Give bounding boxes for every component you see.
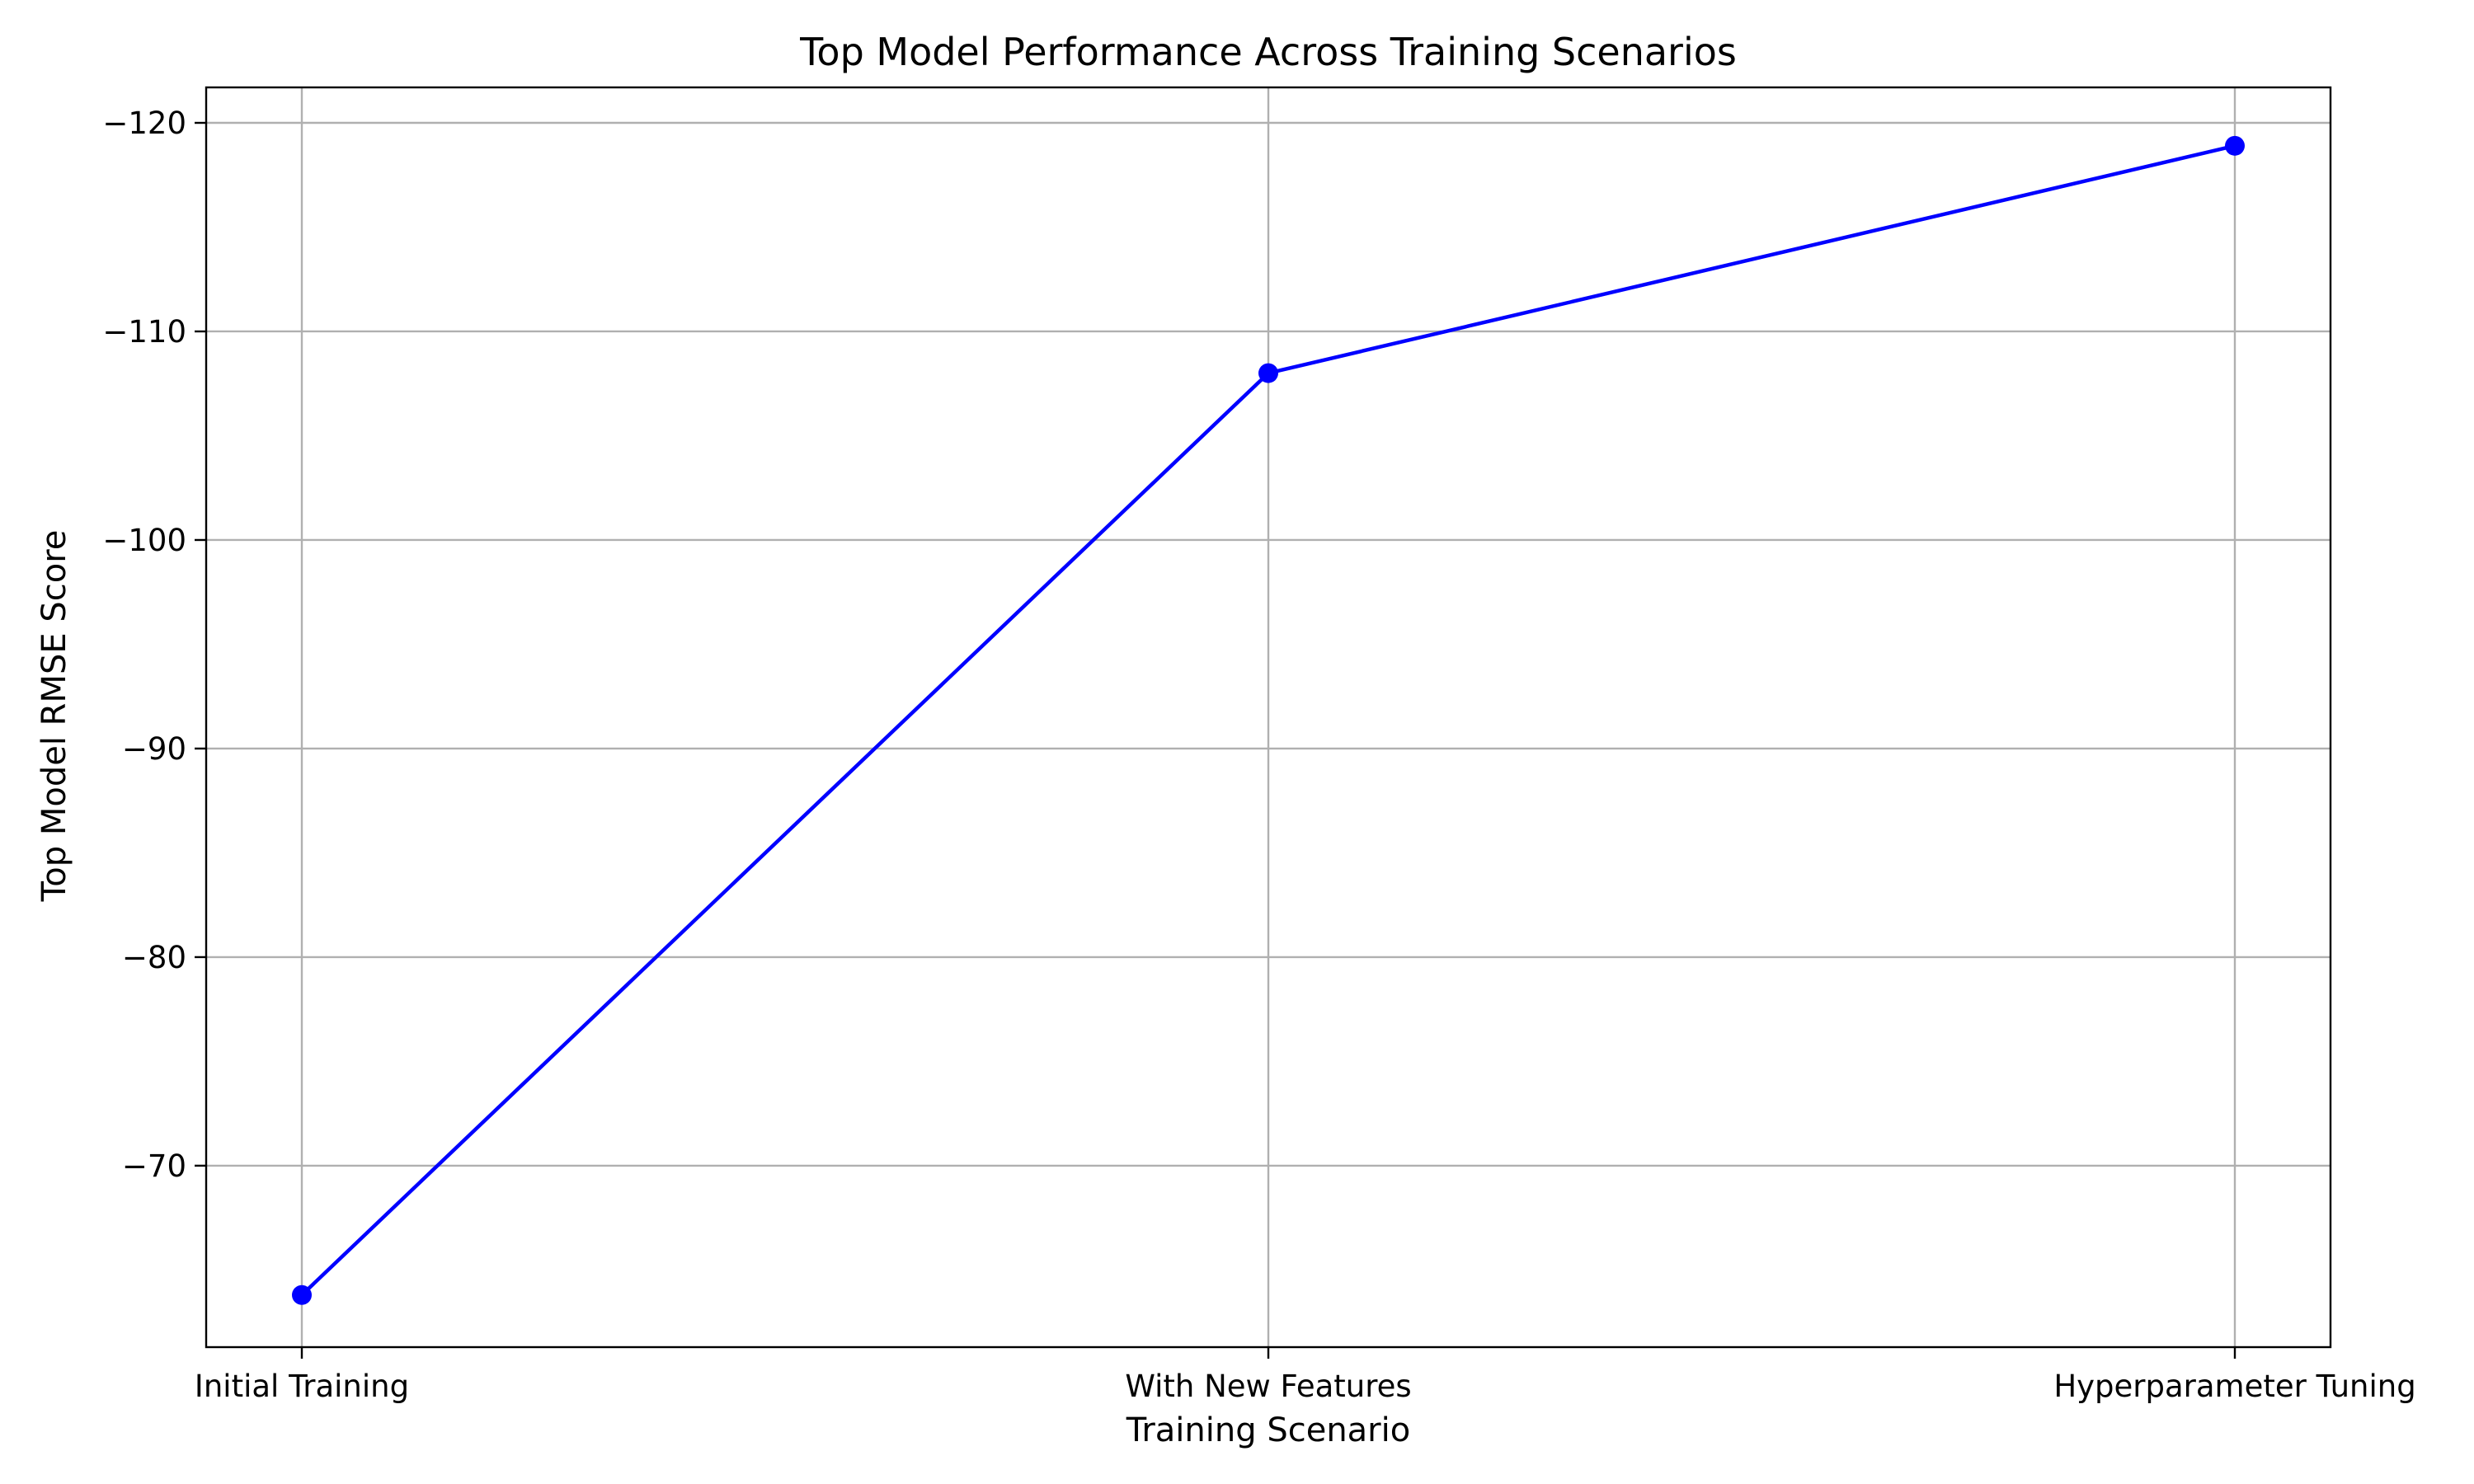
y-axis-label: Top Model RMSE Score bbox=[35, 529, 73, 902]
data-point bbox=[1258, 363, 1278, 383]
y-tick-label: −100 bbox=[102, 523, 186, 558]
y-tick-label: −110 bbox=[102, 314, 186, 350]
x-tick-label: Hyperparameter Tuning bbox=[2053, 1369, 2415, 1404]
x-axis-label: Training Scenario bbox=[1126, 1411, 1411, 1449]
chart-title: Top Model Performance Across Training Sc… bbox=[800, 30, 1737, 74]
x-tick-label: Initial Training bbox=[195, 1369, 409, 1404]
y-tick-label: −70 bbox=[122, 1148, 186, 1184]
y-tick-label: −90 bbox=[122, 731, 186, 767]
data-point bbox=[2225, 135, 2245, 156]
x-tick-label: With New Features bbox=[1125, 1369, 1411, 1404]
y-tick-label: −80 bbox=[122, 940, 186, 975]
data-point bbox=[292, 1284, 312, 1305]
y-tick-label: −120 bbox=[102, 106, 186, 141]
